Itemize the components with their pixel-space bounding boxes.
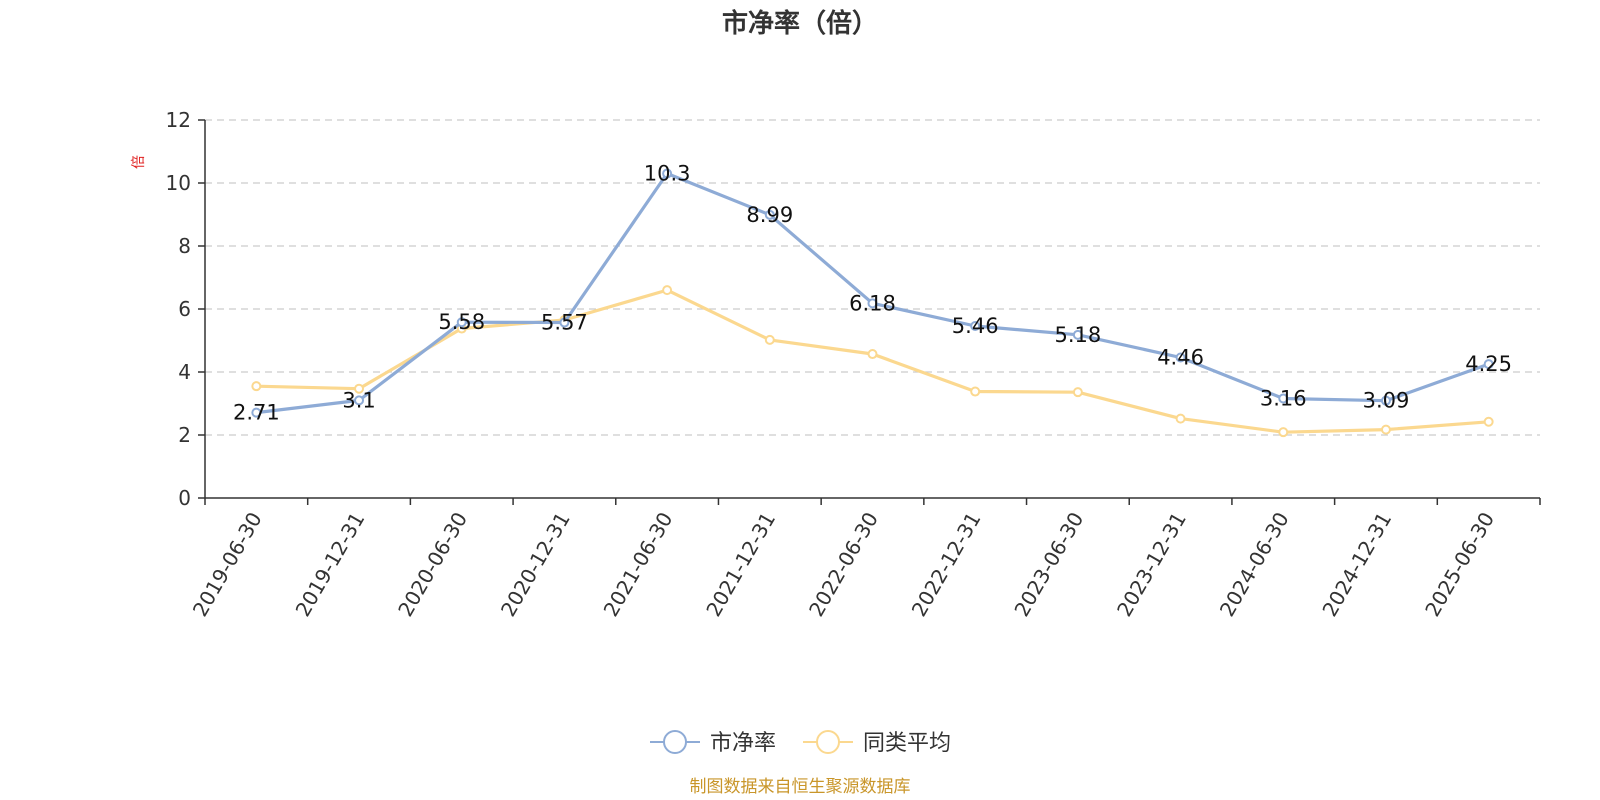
series-point-1	[1483, 416, 1494, 427]
y-tick-label: 6	[178, 297, 191, 321]
legend-item-0[interactable]: 市净率	[650, 730, 776, 756]
y-tick-label: 8	[178, 234, 191, 258]
x-tick-label: 2019-06-30	[188, 508, 267, 621]
x-tick-label: 2022-12-31	[907, 508, 986, 621]
data-label: 2.71	[233, 401, 280, 425]
data-label: 5.18	[1055, 323, 1102, 347]
x-tick-label: 2024-12-31	[1317, 508, 1396, 621]
source-note: 制图数据来自恒生聚源数据库	[690, 777, 911, 797]
series-point-0	[251, 407, 262, 418]
data-label: 3.16	[1260, 386, 1307, 410]
data-label: 4.25	[1465, 352, 1512, 376]
series-point-0	[662, 168, 673, 179]
y-tick-label: 2	[178, 423, 191, 447]
x-tick-label: 2021-06-30	[599, 508, 678, 621]
x-tick-label: 2022-06-30	[804, 508, 883, 621]
chart-title: 市净率（倍）	[722, 8, 878, 39]
series-point-1	[354, 383, 365, 394]
y-tick-label: 0	[178, 486, 191, 510]
data-label: 5.57	[541, 311, 588, 335]
x-tick-label: 2024-06-30	[1215, 508, 1294, 621]
x-tick-label: 2020-12-31	[496, 508, 575, 621]
series-point-0	[1380, 395, 1391, 406]
series-point-1	[1072, 387, 1083, 398]
y-tick-label: 10	[166, 171, 191, 195]
series-point-0	[1278, 393, 1289, 404]
x-tick-label: 2023-12-31	[1112, 508, 1191, 621]
grid	[205, 119, 1540, 436]
x-tick-label: 2020-06-30	[393, 508, 472, 621]
series-point-0	[764, 209, 775, 220]
data-labels: 2.71 3.1 5.58 5.57 10.3 8.99 6.18 5.46 5.18 4.46 3…	[233, 162, 1512, 425]
x-tick-label: 2021-12-31	[701, 508, 780, 621]
series-point-0	[970, 321, 981, 332]
axes: 0 2 4 6 8 10 12 2019-06-30 2019-12-31 2020-06-30 2…	[166, 108, 1541, 621]
y-axis-unit: 倍	[131, 155, 147, 169]
series-layer	[251, 168, 1494, 438]
legend[interactable]: 市净率 同类平均	[650, 730, 951, 756]
series-point-1	[867, 349, 878, 360]
data-label: 8.99	[746, 203, 793, 227]
series-point-0	[867, 298, 878, 309]
series-point-1	[1380, 424, 1391, 435]
legend-marker	[663, 730, 687, 754]
series-point-0	[354, 395, 365, 406]
x-tick-label: 2023-06-30	[1009, 508, 1088, 621]
legend-marker	[816, 730, 840, 754]
series-point-0	[1072, 329, 1083, 340]
x-tick-label: 2025-06-30	[1420, 508, 1499, 621]
series-point-0	[456, 317, 467, 328]
legend-item-1[interactable]: 同类平均	[803, 730, 951, 756]
data-label: 3.09	[1363, 389, 1410, 413]
data-label: 3.1	[342, 388, 375, 412]
y-tick-label: 4	[178, 360, 191, 384]
legend-label: 市净率	[710, 731, 776, 756]
data-label: 4.46	[1157, 346, 1204, 370]
data-label: 10.3	[644, 162, 691, 186]
data-label: 5.58	[438, 310, 485, 334]
y-tick-label: 12	[166, 108, 191, 132]
series-point-1	[970, 386, 981, 397]
data-label: 6.18	[849, 291, 896, 315]
legend-label: 同类平均	[863, 731, 951, 756]
series-point-1	[1278, 427, 1289, 438]
series-point-1	[251, 381, 262, 392]
series-point-0	[559, 317, 570, 328]
series-point-1	[662, 285, 673, 296]
series-point-0	[1483, 359, 1494, 370]
x-tick-label: 2019-12-31	[291, 508, 370, 621]
data-label: 5.46	[952, 314, 999, 338]
series-point-0	[1175, 352, 1186, 363]
series-point-1	[1175, 413, 1186, 424]
series-point-1	[764, 334, 775, 345]
